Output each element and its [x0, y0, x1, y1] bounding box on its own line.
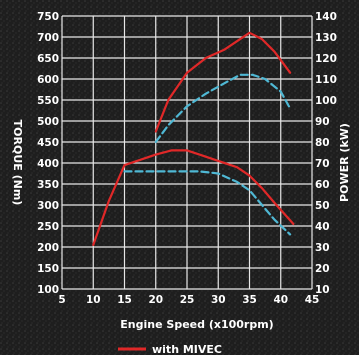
y-tick-label-right: 130 — [315, 32, 337, 44]
y-tick-label-right: 90 — [315, 116, 330, 128]
y-tick-label-right: 120 — [315, 53, 337, 65]
series-line-solid-right-0 — [154, 31, 292, 133]
y-tick-label-right: 30 — [315, 242, 330, 254]
x-axis-label: Engine Speed (x100rpm) — [120, 318, 273, 331]
y-tick-label-right: 80 — [315, 137, 330, 149]
y-tick-label-right: 60 — [315, 179, 330, 191]
y-tick-label-right: 50 — [315, 200, 330, 212]
y-axis-label-left: TORQUE (Nm) — [11, 120, 24, 206]
x-tick-label: 15 — [117, 294, 132, 306]
y-tick-label-left: 300 — [37, 200, 59, 212]
y-tick-label-left: 600 — [37, 74, 59, 86]
series-line-dashed-left-3 — [123, 170, 292, 236]
y-axis-label-right: POWER (kW) — [338, 123, 351, 202]
y-tick-label-left: 500 — [37, 116, 59, 128]
legend-label-with-mivec: with MIVEC — [152, 343, 222, 355]
y-tick-label-right: 40 — [315, 221, 330, 233]
y-tick-label-right: 140 — [315, 11, 337, 23]
y-tick-label-right: 20 — [315, 263, 330, 275]
y-tick-label-left: 250 — [37, 221, 59, 233]
x-tick-label: 45 — [305, 294, 320, 306]
y-tick-label-left: 700 — [37, 32, 59, 44]
y-tick-label-left: 550 — [37, 95, 59, 107]
y-tick-label-left: 100 — [37, 284, 59, 296]
y-tick-label-left: 200 — [37, 242, 59, 254]
series-line-solid-left-1 — [92, 149, 295, 246]
x-tick-label: 20 — [148, 294, 163, 306]
legend: with MIVEC — [118, 343, 222, 355]
y-tick-label-right: 110 — [315, 74, 337, 86]
y-tick-label-left: 650 — [37, 53, 59, 65]
x-tick-label: 40 — [273, 294, 288, 306]
y-tick-label-right: 100 — [315, 95, 337, 107]
x-tick-label: 25 — [180, 294, 195, 306]
series-layer — [92, 31, 295, 246]
x-tick-label: 30 — [211, 294, 226, 306]
y-tick-label-left: 450 — [37, 137, 59, 149]
x-tick-label: 35 — [242, 294, 257, 306]
x-tick-label: 5 — [58, 294, 65, 306]
tick-labels: 5 10 15 20 25 30 35 40 45 100 150 200 250 300 350 400 45… — [37, 11, 337, 306]
y-tick-label-right: 10 — [315, 284, 330, 296]
series-line-dashed-right-2 — [154, 73, 292, 144]
y-tick-label-right: 70 — [315, 158, 330, 170]
y-tick-label-left: 350 — [37, 179, 59, 191]
y-tick-label-left: 150 — [37, 263, 59, 275]
x-tick-label: 10 — [86, 294, 101, 306]
y-tick-label-left: 750 — [37, 11, 59, 23]
y-tick-label-left: 400 — [37, 158, 59, 170]
